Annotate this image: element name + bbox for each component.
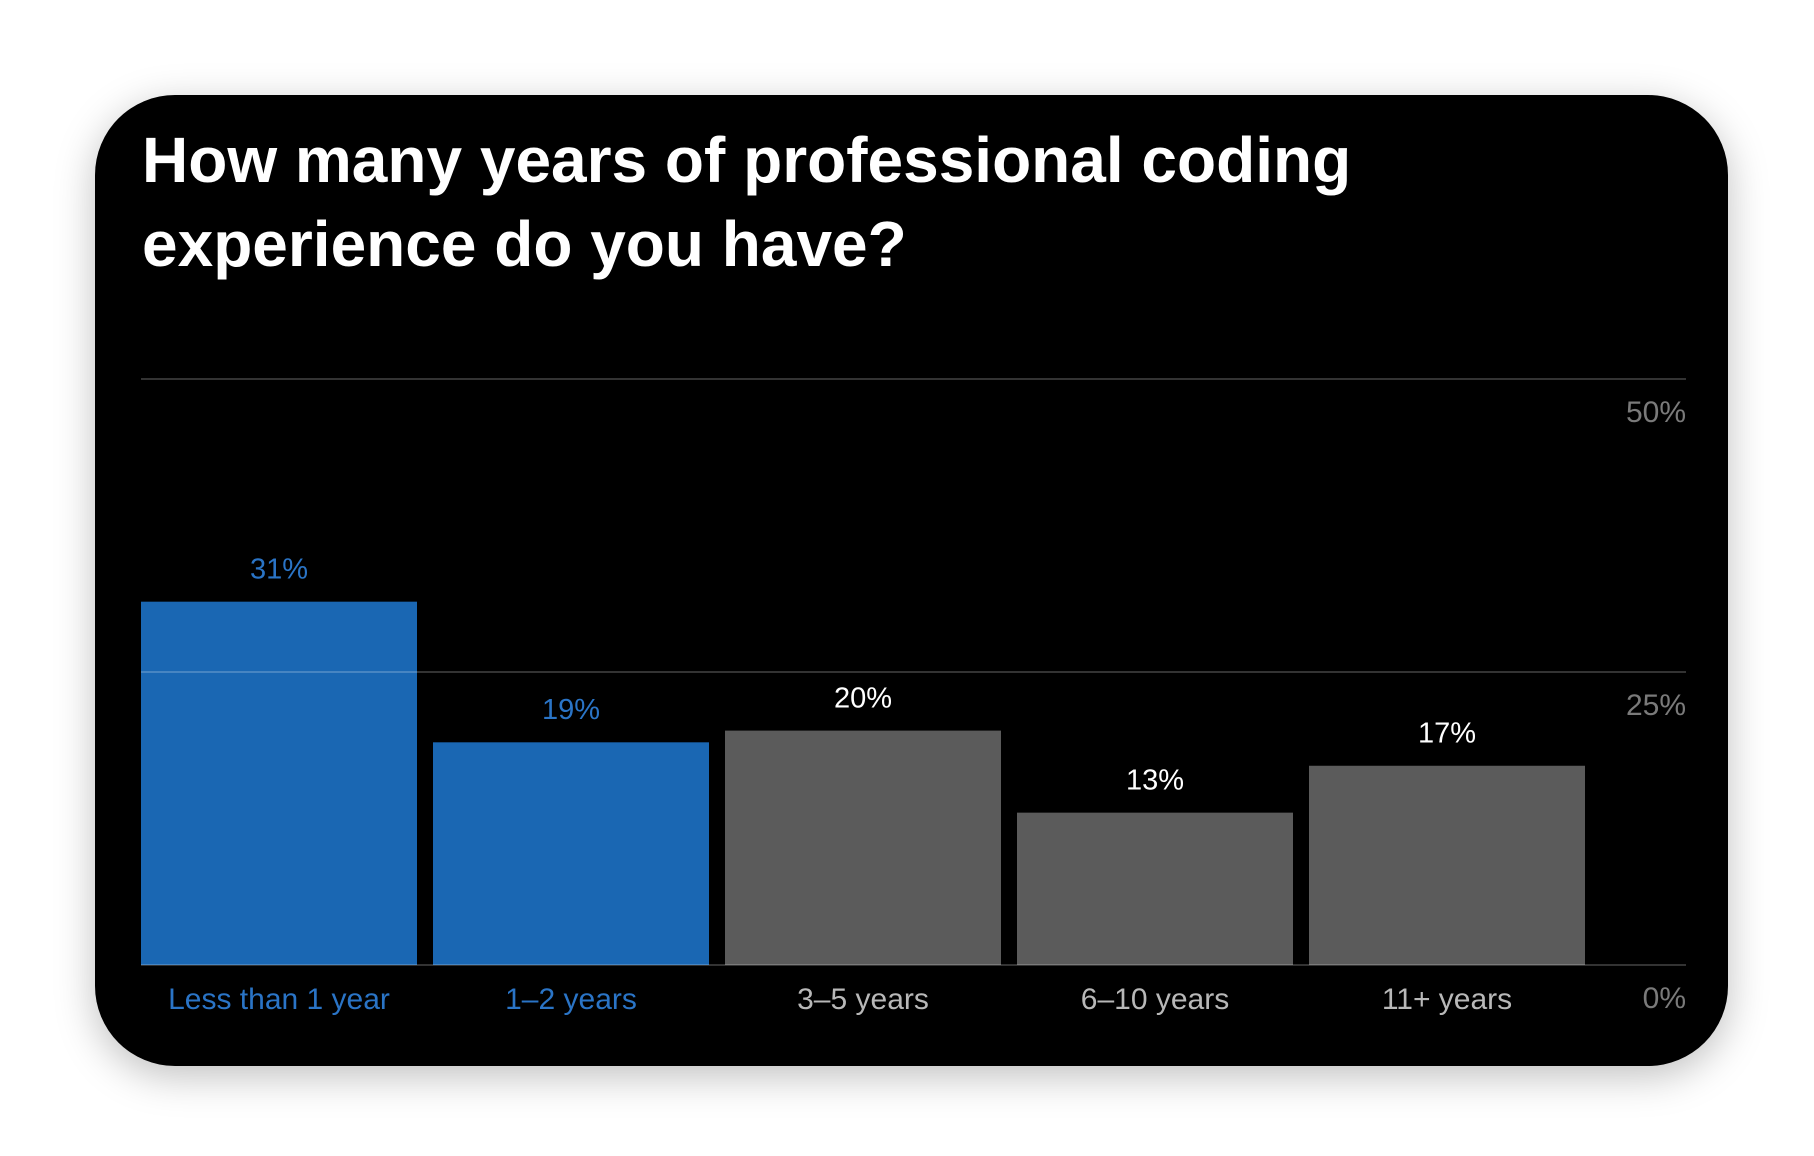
x-tick-label: 3–5 years	[797, 983, 929, 1016]
bar	[433, 742, 709, 965]
value-label: 13%	[1126, 764, 1184, 796]
value-label: 19%	[542, 694, 600, 726]
x-tick-label: Less than 1 year	[168, 983, 390, 1016]
value-label: 20%	[834, 682, 892, 714]
y-tick-label: 25%	[1626, 689, 1686, 722]
chart-title: How many years of professional coding ex…	[142, 124, 1352, 280]
bar	[725, 730, 1001, 965]
x-tick-label: 1–2 years	[505, 983, 637, 1016]
x-tick-label: 6–10 years	[1081, 983, 1229, 1016]
bar	[1309, 765, 1585, 965]
y-tick-label: 50%	[1626, 396, 1686, 429]
value-label: 17%	[1418, 717, 1476, 749]
value-label: 31%	[250, 553, 308, 585]
x-tick-label: 11+ years	[1382, 983, 1512, 1016]
bar	[141, 601, 417, 965]
y-tick-label: 0%	[1643, 982, 1686, 1015]
bar	[1017, 812, 1293, 965]
